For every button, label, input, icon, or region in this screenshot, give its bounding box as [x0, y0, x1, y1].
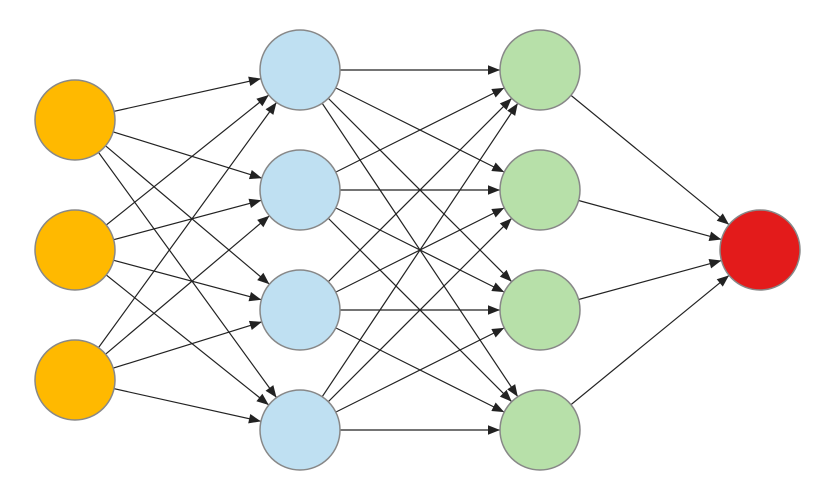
hidden1-node [260, 30, 340, 110]
edge [300, 70, 518, 397]
neural-network-diagram [0, 0, 827, 500]
edges [75, 70, 729, 430]
nodes [35, 30, 800, 470]
edge [300, 103, 518, 430]
hidden1-node [260, 270, 340, 350]
output-node [720, 210, 800, 290]
hidden2-node [500, 150, 580, 230]
input-node [35, 210, 115, 290]
input-node [35, 340, 115, 420]
hidden1-node [260, 150, 340, 230]
hidden2-node [500, 270, 580, 350]
input-node [35, 80, 115, 160]
hidden2-node [500, 30, 580, 110]
hidden2-node [500, 390, 580, 470]
hidden1-node [260, 390, 340, 470]
